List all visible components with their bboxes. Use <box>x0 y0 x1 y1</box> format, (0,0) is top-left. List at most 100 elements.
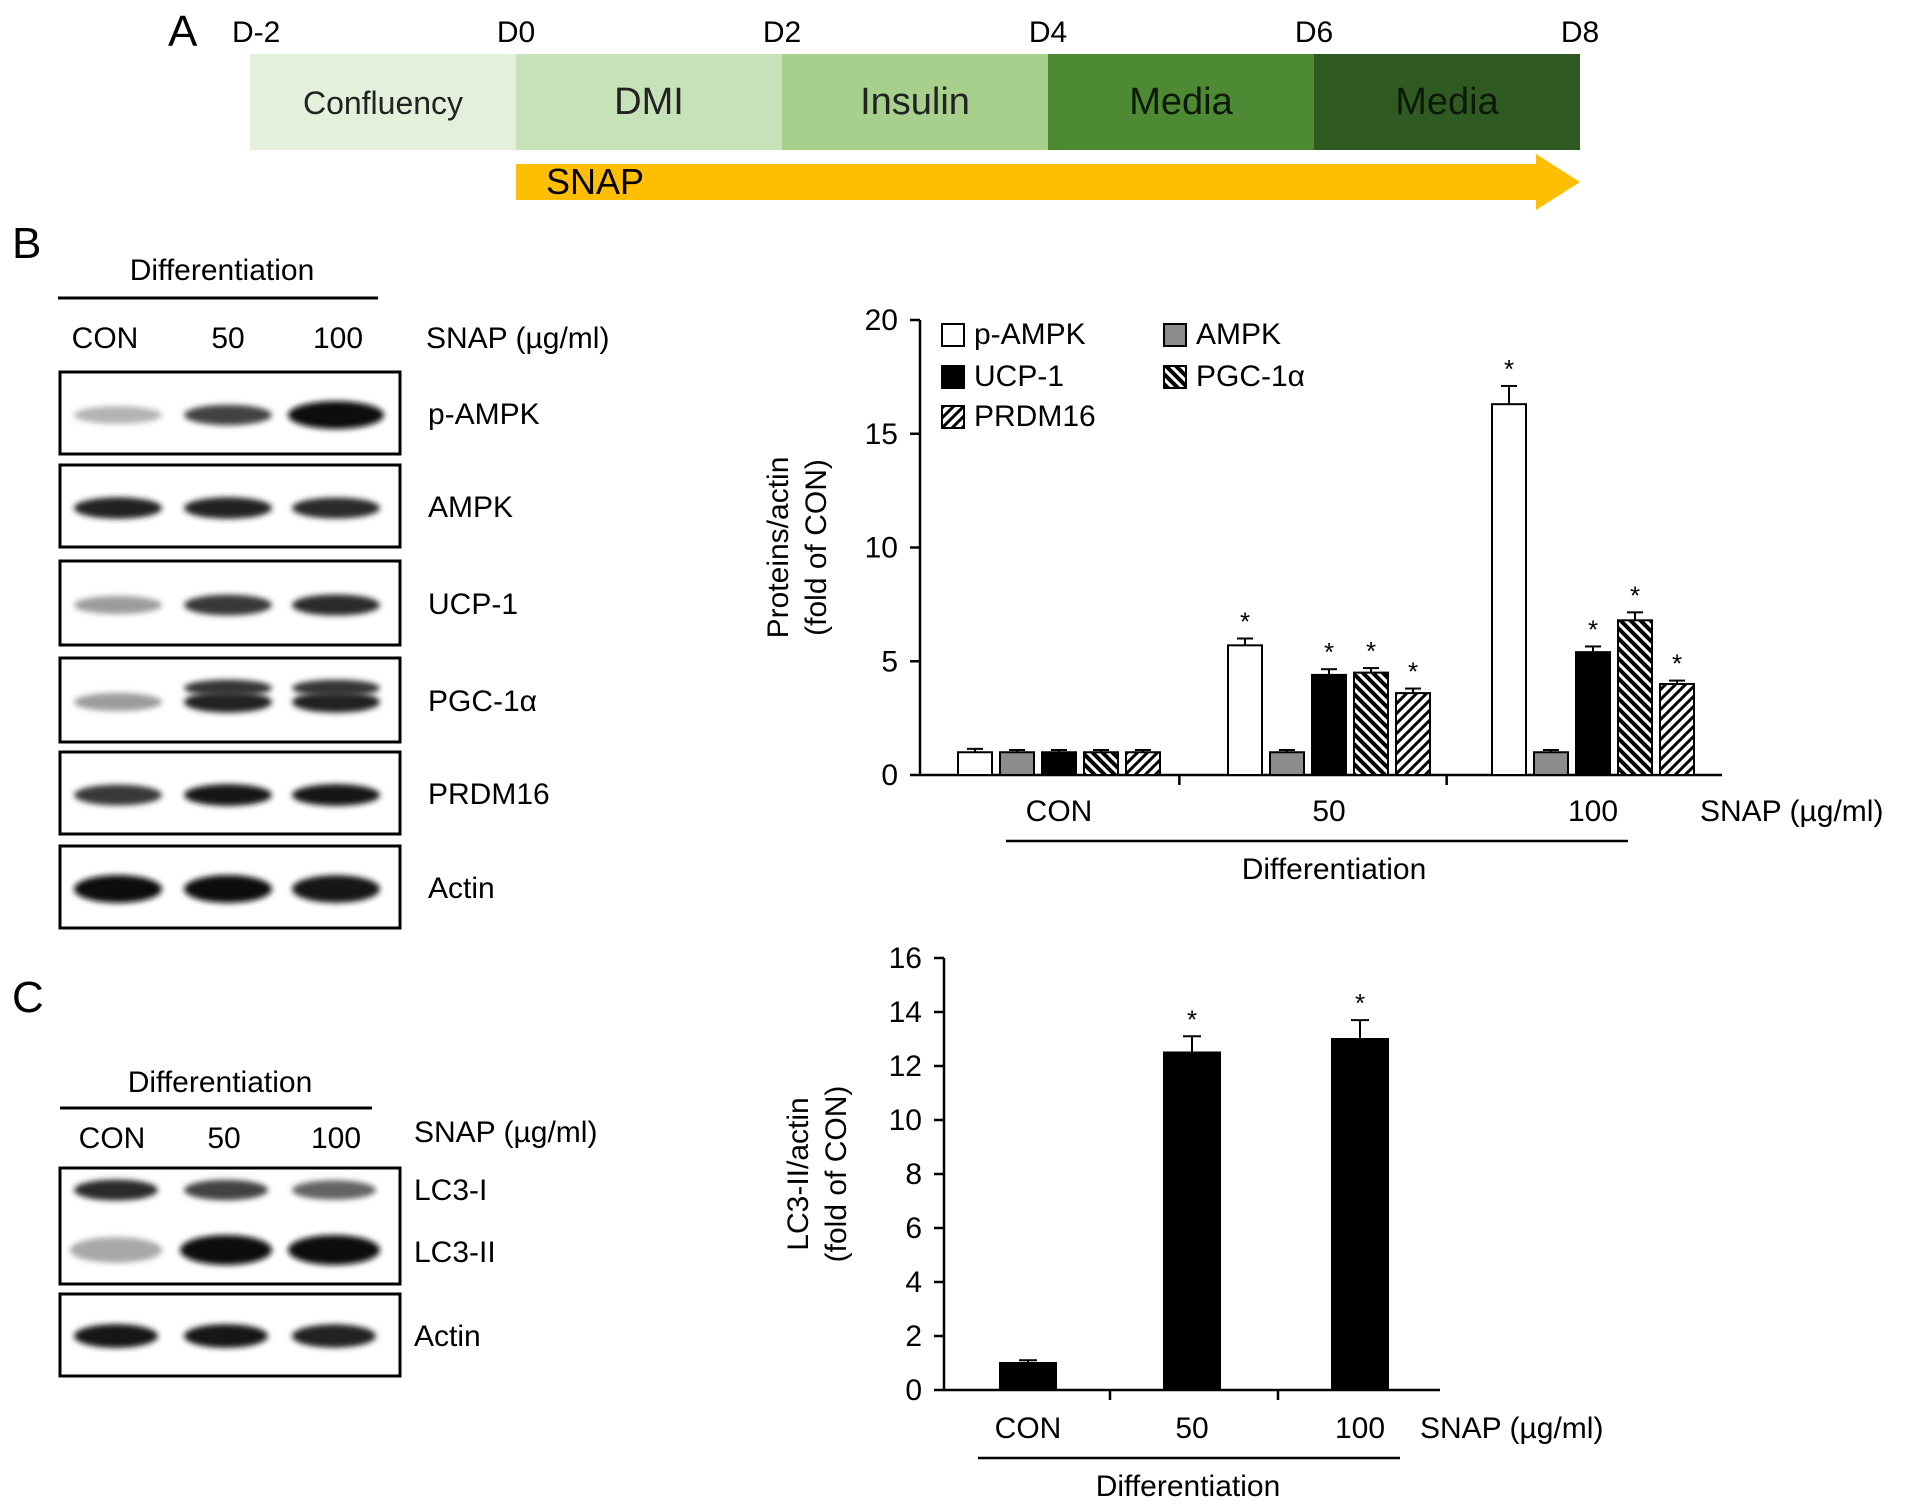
y-tick-label: 0 <box>905 1374 922 1407</box>
y-tick-label: 14 <box>889 996 922 1029</box>
x-axis-suffix: SNAP (µg/ml) <box>1700 795 1883 828</box>
bar <box>1353 671 1389 776</box>
bar <box>1083 751 1119 776</box>
y-tick-label: 10 <box>865 532 898 565</box>
blot-band <box>74 497 162 519</box>
y-axis-label: Proteins/actin (fold of CON) <box>762 457 833 639</box>
blot-band <box>292 691 380 713</box>
y-tick-label: 16 <box>889 942 922 975</box>
bar <box>1311 673 1347 777</box>
blot-band <box>180 1235 272 1265</box>
blot-band <box>184 875 272 903</box>
timeline-day-label: D-2 <box>232 16 280 49</box>
y-tick-label: 12 <box>889 1050 922 1083</box>
blot-header: Differentiation <box>128 1066 313 1099</box>
bar <box>1041 751 1077 776</box>
significance-mark: * <box>1324 637 1334 667</box>
bar-chart-c: 0 2 4 6 8 10 12 14 16 LC3-II/actin (fold of CON) CO… <box>782 942 1603 1503</box>
x-tick-label: 100 <box>1568 795 1618 828</box>
blot-band <box>184 679 272 697</box>
timeline-day-label: D0 <box>497 16 535 49</box>
blot-band <box>292 497 380 519</box>
group-label: Differentiation <box>1242 853 1427 886</box>
blot-row-label: Actin <box>414 1320 481 1353</box>
significance-mark: * <box>1672 649 1682 679</box>
panel-label-a: A <box>168 7 198 56</box>
bar <box>1575 651 1611 777</box>
blot-band <box>74 875 162 903</box>
significance-mark: * <box>1630 580 1640 610</box>
blot-header: Differentiation <box>130 254 315 287</box>
x-axis-suffix: SNAP (µg/ml) <box>1420 1412 1603 1445</box>
bar <box>1163 1051 1221 1391</box>
snap-arrow-label: SNAP <box>546 161 644 202</box>
blot-treatment-label: SNAP (µg/ml) <box>414 1116 597 1149</box>
y-tick-label: 20 <box>865 304 898 337</box>
significance-mark: * <box>1588 614 1598 644</box>
blot-band <box>184 784 272 806</box>
blot-band <box>74 595 162 615</box>
legend-label: AMPK <box>1196 318 1281 351</box>
y-tick-label: 4 <box>905 1266 922 1299</box>
blot-lane-label: CON <box>79 1122 146 1155</box>
significance-mark: * <box>1240 607 1250 637</box>
blot-band <box>184 404 272 426</box>
timeline-stage-label: Media <box>1129 81 1233 123</box>
legend-label: UCP-1 <box>974 360 1064 393</box>
timeline-day-label: D2 <box>763 16 801 49</box>
blot-band <box>292 875 380 903</box>
y-tick-label: 10 <box>889 1104 922 1137</box>
blot-band <box>184 1324 268 1348</box>
blot-lane-label: 50 <box>207 1122 240 1155</box>
timeline-stage <box>1048 54 1314 150</box>
timeline-stage <box>782 54 1048 150</box>
y-axis-label-line: LC3-II/actin <box>782 1097 815 1250</box>
x-tick-label: CON <box>1026 795 1093 828</box>
blot-row-label: LC3-I <box>414 1174 487 1207</box>
blot-band <box>74 406 162 424</box>
western-blot-c: Differentiation CON 50 100 SNAP (µg/ml) LC3-I… <box>58 1066 597 1378</box>
blot-band <box>74 1179 158 1201</box>
legend-label: PGC-1α <box>1196 360 1305 393</box>
blot-row-label: Actin <box>428 872 495 905</box>
blot-band <box>184 691 272 713</box>
y-axis-label: LC3-II/actin (fold of CON) <box>782 1086 853 1263</box>
bar <box>1331 1038 1389 1391</box>
bar <box>1491 403 1527 776</box>
blot-band <box>288 1235 380 1265</box>
bar <box>1125 751 1161 776</box>
blot-band <box>74 1324 158 1348</box>
bar <box>1269 751 1305 776</box>
timeline-day-label: D6 <box>1295 16 1333 49</box>
blot-treatment-label: SNAP (µg/ml) <box>426 322 609 355</box>
panel-label-b: B <box>12 219 41 268</box>
timeline-day-label: D4 <box>1029 16 1067 49</box>
panel-label-c: C <box>12 973 44 1022</box>
bar <box>999 1362 1057 1391</box>
blot-lane-label: 100 <box>311 1122 361 1155</box>
blot-band <box>74 692 162 712</box>
blot-lane-label: CON <box>72 322 139 355</box>
western-blot-b: Differentiation CON 50 100 SNAP (µg/ml) p-AMP… <box>58 254 609 930</box>
bar <box>957 751 993 776</box>
bar <box>1533 751 1569 776</box>
group-label: Differentiation <box>1096 1470 1281 1503</box>
y-tick-label: 8 <box>905 1158 922 1191</box>
legend-swatch <box>1163 365 1187 389</box>
x-tick-label: 50 <box>1175 1412 1208 1445</box>
significance-mark: * <box>1504 354 1514 384</box>
timeline-day-label: D8 <box>1561 16 1599 49</box>
bar <box>1659 683 1695 776</box>
blot-row-label: AMPK <box>428 491 513 524</box>
snap-arrow <box>516 154 1580 210</box>
blot-band <box>184 1179 268 1201</box>
timeline-stage-label: DMI <box>614 81 684 123</box>
x-tick-label: 100 <box>1335 1412 1385 1445</box>
significance-mark: * <box>1408 657 1418 687</box>
bar <box>999 751 1035 776</box>
blot-band <box>292 1324 376 1348</box>
blot-row-label: LC3-II <box>414 1236 496 1269</box>
legend-swatch <box>941 405 965 429</box>
bar <box>1395 692 1431 776</box>
blot-band <box>288 401 384 429</box>
